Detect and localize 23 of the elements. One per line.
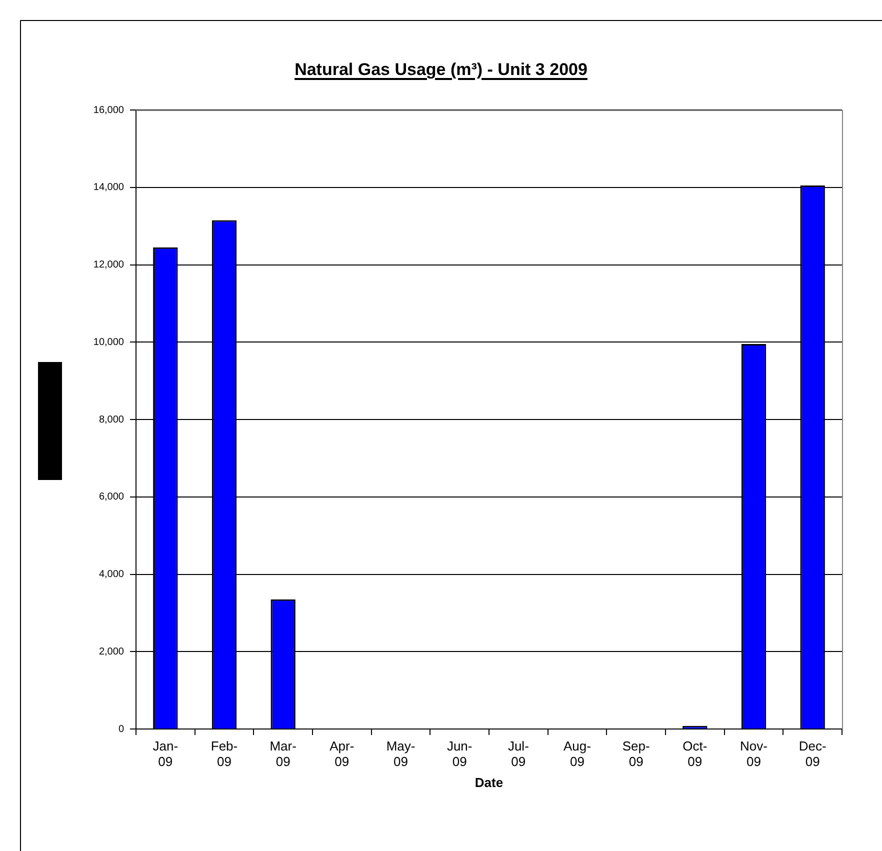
- chart-title: Natural Gas Usage (m³) - Unit 3 2009: [294, 60, 588, 80]
- y-tick-label: 0: [118, 724, 124, 735]
- y-tick-label: 10,000: [93, 336, 124, 348]
- x-tick-label: Jan-09: [152, 738, 178, 769]
- x-tick-label: May-09: [386, 738, 416, 769]
- x-tick-label: Sep-09: [622, 738, 650, 769]
- y-tick-label: 16,000: [93, 104, 124, 116]
- x-tick-label: Mar-09: [270, 738, 296, 769]
- y-tick-label: 2,000: [98, 646, 124, 658]
- y-tick-label: 4,000: [98, 569, 124, 580]
- y-tick-label: 14,000: [93, 182, 124, 194]
- y-tick-label: 12,000: [93, 260, 124, 270]
- x-tick-label: Apr-09: [330, 738, 354, 769]
- x-tick-label: Nov-09: [740, 738, 768, 769]
- x-tick-label: Jul-09: [508, 738, 529, 769]
- x-tick-label: Feb-09: [210, 738, 238, 769]
- x-tick-label: Oct-09: [682, 738, 708, 769]
- y-tick-label: 6,000: [98, 492, 124, 503]
- y-tick-label: 8,000: [98, 414, 124, 426]
- x-tick-label: Jun-09: [446, 738, 472, 769]
- x-tick-label: Aug-09: [564, 738, 591, 769]
- x-tick-label: Dec-09: [798, 738, 826, 769]
- x-axis-title: Date: [474, 774, 504, 790]
